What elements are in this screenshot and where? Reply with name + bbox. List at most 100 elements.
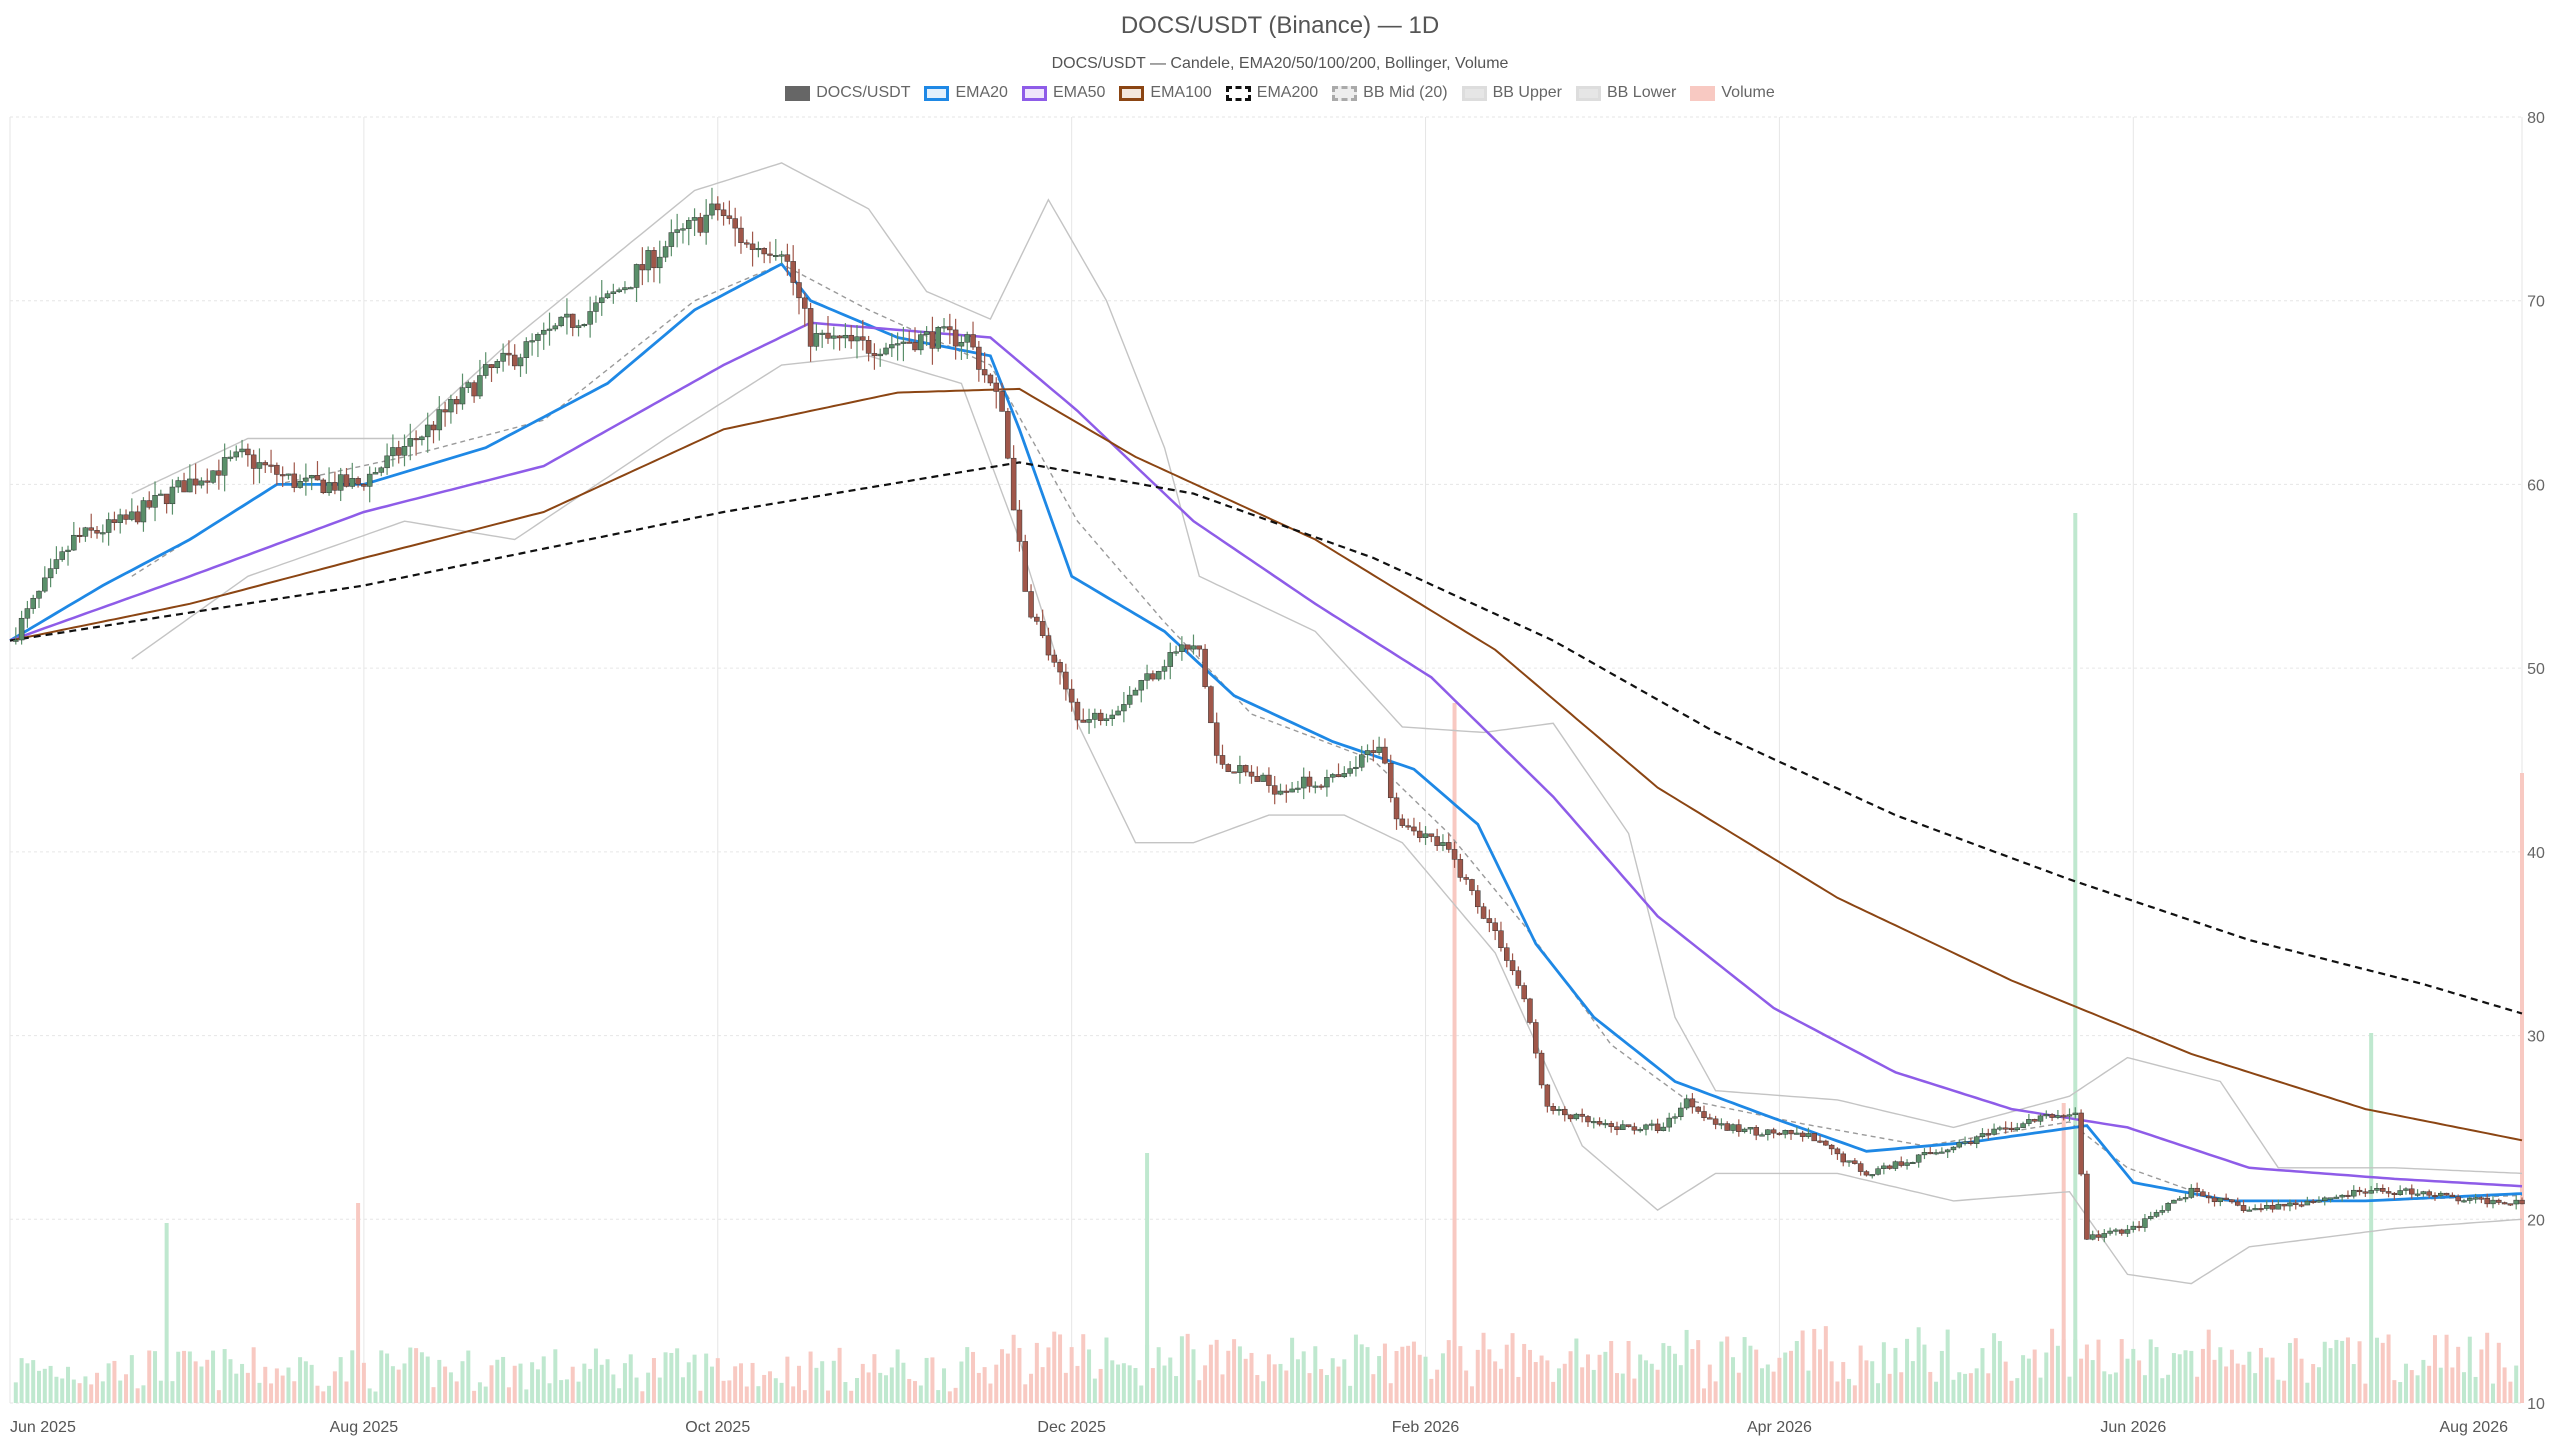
volume-bar (2467, 1336, 2472, 1403)
volume-bar (744, 1386, 749, 1403)
volume-bar (837, 1347, 842, 1403)
volume-bar (1150, 1368, 1155, 1403)
volume-bar (182, 1350, 187, 1403)
volume-bar (443, 1366, 448, 1403)
candle-body (807, 308, 814, 347)
legend-item[interactable]: BB Upper (1461, 84, 1562, 102)
candle-body (140, 500, 147, 523)
candle-body (622, 287, 628, 291)
volume-bar (2015, 1378, 2020, 1403)
volume-bar (947, 1391, 952, 1403)
candle-body (1010, 457, 1017, 511)
candle-body (1898, 1161, 1905, 1166)
volume-bar (1440, 1353, 1445, 1403)
candle-body (1649, 1123, 1655, 1126)
volume-bar (1023, 1384, 1028, 1403)
candle-body (2426, 1191, 2432, 1196)
candle-body (1788, 1130, 1794, 1135)
volume-bar (2009, 1380, 2014, 1403)
candle-body (999, 391, 1005, 412)
candle-body (1097, 712, 1104, 721)
volume-bar (808, 1351, 813, 1403)
volume-bar (2096, 1339, 2101, 1403)
candle-body (1103, 718, 1110, 721)
volume-bar (1290, 1337, 1295, 1403)
volume-bar (965, 1347, 970, 1403)
candle-body (453, 399, 460, 405)
candle-body (1637, 1129, 1643, 1132)
candle-body (181, 480, 187, 493)
legend-item[interactable]: DOCS/USDT (785, 84, 910, 102)
candle-body (2287, 1202, 2293, 1207)
candle-body (1689, 1098, 1696, 1108)
x-tick-label: Apr 2026 (1747, 1419, 1812, 1436)
candle-body (738, 227, 744, 243)
candle-body (2391, 1192, 2398, 1196)
volume-bar (1052, 1331, 1057, 1403)
legend-item[interactable]: Volume (1690, 84, 1775, 102)
volume-bar (1481, 1332, 1486, 1403)
volume-bar (1324, 1375, 1329, 1403)
volume-bar (2398, 1382, 2403, 1403)
volume-bar (930, 1357, 935, 1403)
candle-body (1556, 1108, 1562, 1111)
legend-item[interactable]: EMA50 (1021, 84, 1105, 102)
candle-body (900, 341, 907, 344)
volume-bar (1208, 1344, 1213, 1403)
volume-bar (1179, 1336, 1184, 1403)
candle-body (1335, 774, 1342, 778)
volume-bar (582, 1363, 587, 1403)
candle-body (105, 519, 112, 533)
candle-body (1353, 766, 1359, 769)
legend-item[interactable]: EMA200 (1225, 84, 1318, 102)
volume-bar (1029, 1373, 1034, 1403)
volume-bar (158, 1380, 163, 1403)
volume-bar (1516, 1376, 1521, 1403)
candle-body (2501, 1202, 2508, 1205)
candle-body (865, 340, 872, 354)
candle-body (430, 424, 437, 431)
candle-body (1213, 722, 1220, 756)
candle-body (1672, 1116, 1678, 1119)
candle-body (285, 473, 292, 476)
volume-bar (785, 1356, 790, 1403)
volume-bar (71, 1379, 76, 1403)
candle-body (2414, 1193, 2421, 1196)
volume-bar (669, 1352, 674, 1403)
legend-item[interactable]: EMA100 (1119, 84, 1212, 102)
candle-body (894, 343, 901, 346)
volume-bar (918, 1385, 923, 1403)
volume-bar (1713, 1381, 1718, 1403)
candle-body (1376, 746, 1382, 753)
volume-bar (2142, 1375, 2147, 1403)
volume-bar (1266, 1354, 1271, 1403)
legend-item[interactable]: BB Mid (20) (1332, 84, 1448, 102)
candle-body (233, 451, 240, 458)
volume-bar (2212, 1359, 2217, 1403)
volume-bar (1870, 1361, 1875, 1403)
candle-body (2182, 1197, 2189, 1200)
volume-bar (2316, 1367, 2321, 1403)
candle-body (2449, 1194, 2456, 1198)
candle-body (1074, 701, 1081, 721)
candle-body (726, 215, 733, 219)
volume-bar (866, 1372, 871, 1403)
legend-item[interactable]: EMA20 (924, 84, 1008, 102)
volume-bar (2432, 1335, 2437, 1403)
legend-item[interactable]: BB Lower (1576, 84, 1676, 102)
volume-bar (576, 1381, 581, 1403)
volume-bar (350, 1350, 355, 1403)
series-line-ema200 (9, 461, 2523, 1015)
candle-body (709, 203, 715, 216)
volume-bar (1556, 1368, 1561, 1403)
candle-body (1973, 1136, 1980, 1144)
volume-spike-bar (1145, 1153, 1150, 1403)
candle-body (511, 354, 518, 367)
volume-bar (1220, 1374, 1225, 1403)
candle-body (1776, 1132, 1783, 1135)
candle-body (947, 326, 953, 331)
candle-body (1295, 787, 1301, 790)
candle-body (59, 551, 65, 560)
volume-bar (936, 1390, 941, 1403)
volume-bar (2293, 1338, 2298, 1403)
